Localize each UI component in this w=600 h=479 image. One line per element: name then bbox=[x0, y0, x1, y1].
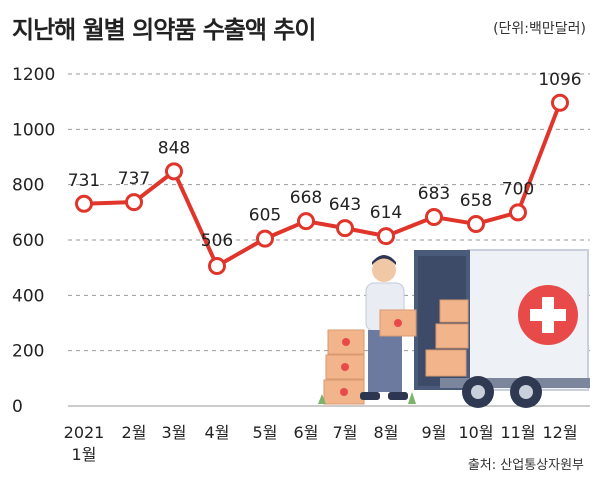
worker-hair bbox=[372, 255, 396, 265]
y-axis: 0 200 400 600 800 1000 1200 bbox=[12, 65, 55, 417]
data-label: 731 bbox=[68, 171, 100, 191]
medicine-box bbox=[439, 299, 469, 323]
unit-note: (단위:백만달러) bbox=[493, 21, 586, 37]
data-point-marker bbox=[551, 93, 569, 112]
data-label: 848 bbox=[158, 138, 190, 158]
box-cross-icon bbox=[341, 363, 349, 371]
worker-head bbox=[372, 258, 396, 282]
data-point-marker bbox=[336, 219, 354, 238]
medicine-box bbox=[425, 349, 467, 377]
x-tick-label: 2021 bbox=[64, 423, 105, 442]
y-tick-label: 0 bbox=[12, 397, 23, 417]
x-tick-label: 5월 bbox=[253, 423, 278, 442]
series-line-group bbox=[83, 102, 562, 269]
x-tick-label: 12월 bbox=[542, 423, 577, 442]
data-point-marker bbox=[509, 203, 527, 222]
grass-icon bbox=[318, 394, 326, 404]
series-markers bbox=[75, 93, 569, 276]
box-cross-icon bbox=[340, 388, 348, 396]
data-point-marker bbox=[165, 162, 183, 181]
data-point-marker bbox=[256, 229, 274, 248]
data-label: 1096 bbox=[538, 70, 581, 90]
data-label: 614 bbox=[370, 203, 402, 223]
data-point-marker bbox=[208, 257, 226, 276]
grass-icon bbox=[408, 392, 416, 404]
worker-shoe bbox=[360, 392, 380, 400]
truck-wheel-hub bbox=[471, 385, 485, 399]
worker-shoe bbox=[388, 392, 408, 400]
x-tick-label: 7월 bbox=[333, 423, 358, 442]
data-point-marker bbox=[75, 194, 93, 213]
data-labels: 731 737 848 506 605 668 643 614 683 658 700 1096 bbox=[68, 70, 582, 251]
box-cross-icon bbox=[342, 338, 350, 346]
chart-title: 지난해 월별 의약품 수출액 추이 bbox=[12, 16, 316, 44]
y-tick-label: 1200 bbox=[12, 65, 55, 85]
data-point-marker bbox=[467, 214, 485, 233]
source-note: 출처: 산업통상자원부 bbox=[467, 458, 584, 473]
medicine-box bbox=[435, 323, 469, 349]
x-tick-label: 1월 bbox=[72, 445, 97, 464]
data-label: 700 bbox=[502, 179, 534, 199]
medical-cross-icon bbox=[530, 309, 566, 321]
x-tick-label: 3월 bbox=[162, 423, 187, 442]
delivery-illustration bbox=[318, 249, 590, 408]
x-tick-label: 10월 bbox=[458, 423, 493, 442]
data-label: 683 bbox=[418, 184, 450, 204]
data-point-marker bbox=[297, 212, 315, 231]
data-point-marker bbox=[377, 227, 395, 246]
x-tick-label: 11월 bbox=[500, 423, 535, 442]
data-label: 643 bbox=[329, 195, 361, 215]
data-label: 737 bbox=[118, 169, 150, 189]
worker-pants bbox=[368, 330, 402, 392]
data-point-marker bbox=[425, 208, 443, 227]
box-cross-icon bbox=[394, 319, 402, 327]
data-label: 668 bbox=[290, 188, 322, 208]
x-tick-label: 2월 bbox=[122, 423, 147, 442]
data-label: 506 bbox=[201, 231, 233, 251]
series-line bbox=[83, 102, 562, 269]
truck-wheel-hub bbox=[519, 385, 533, 399]
data-label: 658 bbox=[460, 191, 492, 211]
y-tick-label: 800 bbox=[12, 176, 44, 196]
y-tick-label: 400 bbox=[12, 286, 44, 306]
x-tick-label: 9월 bbox=[422, 423, 447, 442]
data-label: 605 bbox=[249, 206, 281, 226]
x-tick-label: 6월 bbox=[294, 423, 319, 442]
x-axis: 2021 1월 2월 3월 4월 5월 6월 7월 8월 9월 10월 11월 12월 bbox=[64, 423, 578, 464]
x-tick-label: 4월 bbox=[205, 423, 230, 442]
y-tick-label: 600 bbox=[12, 231, 44, 251]
data-point-marker bbox=[125, 193, 143, 212]
y-tick-label: 1000 bbox=[12, 120, 55, 140]
y-tick-label: 200 bbox=[12, 342, 44, 362]
x-tick-label: 8월 bbox=[374, 423, 399, 442]
